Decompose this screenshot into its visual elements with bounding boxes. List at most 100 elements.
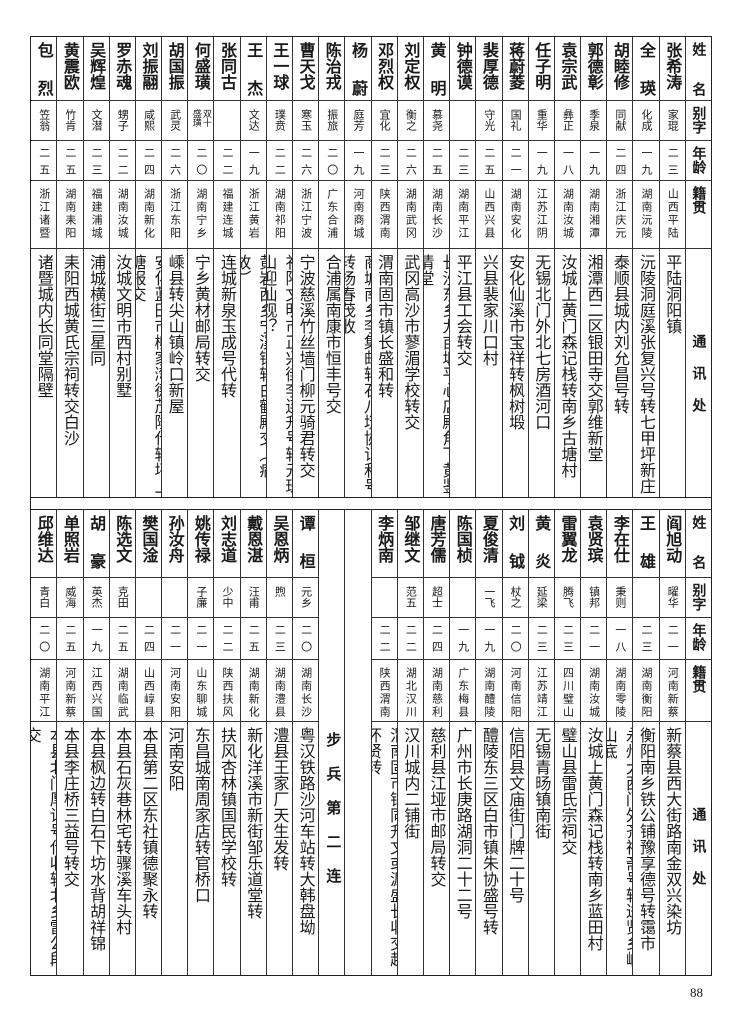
entry-name-cell: 唐芳儒: [423, 510, 450, 578]
entry-name: 曹天戈: [296, 42, 316, 90]
entry-name-cell: 吴恩炳: [266, 510, 292, 578]
roster-entry: 姚传禄 子廉 二一 山东聊城 东昌城南周家店转官桥口: [187, 510, 214, 975]
entry-origin: 湖南衡阳: [640, 667, 654, 719]
entry-age: 二五: [116, 624, 130, 652]
entry-name-cell: 王一球: [266, 37, 292, 101]
entry-origin: 湖南长沙: [299, 667, 313, 719]
entry-age: 二〇: [509, 624, 523, 652]
entry-alias-cell: 威海: [57, 578, 83, 618]
entry-name: 黄明: [427, 42, 447, 96]
entry-origin-cell: 湖南武冈: [397, 181, 423, 249]
entry-origin-cell: 陕西渭南: [371, 181, 397, 249]
header-cell-alias: 别字: [685, 101, 711, 141]
roster-entry: 王杰 文达 一九 浙江黄岩 黄岩西乡宁溪镇转白鹤殿交（病故）: [239, 37, 266, 497]
entry-age-cell: 二五: [240, 618, 266, 660]
entry-origin: 湖南汝城: [587, 667, 601, 719]
unit-label: 步兵第二连: [324, 731, 343, 902]
entry-origin: 湖南祁阳: [273, 188, 287, 240]
header-cell-age: 年龄: [685, 618, 711, 660]
entry-name-cell: 王雄: [633, 510, 659, 578]
entry-origin-cell: 河南商城: [345, 181, 371, 249]
entry-age-cell: 一九: [345, 141, 371, 181]
entry-address-cell: 本县石灰巷林宅转骤溪车头村: [110, 722, 135, 975]
entry-age: 二二: [273, 147, 287, 175]
entry-name: 雷翼龙: [558, 515, 578, 563]
roster-entry: 刘振翮 咸熙 二四 湖南新化 安化蓝田市柳家湾德茂隆代转坪上塘报交: [134, 37, 162, 497]
entry-name-cell: 蒋蔚菱: [502, 37, 528, 101]
entry-alias: 同献: [613, 109, 627, 131]
entry-origin-cell: 江苏靖江: [528, 660, 554, 722]
entry-origin: 江苏江阴: [535, 188, 549, 240]
page-number: 88: [690, 985, 703, 1000]
entry-name: 王杰: [244, 42, 264, 96]
entry-alias-cell: 延梁: [528, 578, 554, 618]
entry-address: 河南安阳: [165, 727, 185, 791]
entry-alias-cell: 文潜: [83, 101, 109, 141]
entry-age: 二二: [221, 624, 235, 652]
entry-alias-cell: 秉则: [607, 578, 633, 618]
entry-age-cell: 二二: [397, 618, 423, 660]
entry-origin-cell: 湖南新化: [135, 181, 162, 249]
header-age: 年龄: [690, 623, 707, 651]
entry-name: 单照岩: [60, 515, 80, 563]
roster-entry: 任子明 重华 一九 江苏江阴 无锡北门外北七房酒河口: [527, 37, 554, 497]
roster-entry: 胡睦修 同献 二四 浙江庆元 泰顺县城内刘允昌号转: [606, 37, 633, 497]
header-cell-age: 年龄: [685, 141, 711, 181]
entry-alias: 范五: [404, 586, 418, 608]
entry-alias-cell: 一飞: [476, 578, 502, 618]
entry-origin: 陕西渭南: [378, 667, 392, 719]
entry-address: 诸暨城内长同堂隔壁: [34, 254, 54, 398]
entry-name-cell: 邹继文: [397, 510, 423, 578]
roster-entry: 裴厚德 守光 二五 山西兴县 兴县裴家川口村: [475, 37, 502, 497]
entry-name: 包烈: [34, 42, 54, 96]
entry-name: 孙汝舟: [165, 515, 185, 563]
entry-name: 何盛璜: [191, 42, 211, 90]
entry-name: 黄炎: [532, 515, 552, 569]
entry-alias-cell: 范五: [397, 578, 423, 618]
header-age: 年龄: [690, 146, 707, 174]
entry-address: 粤汉铁路沙河车站转大韩盘坳: [296, 727, 316, 935]
entry-alias-cell: 振旅: [319, 101, 345, 141]
entry-alias: 武灵: [168, 109, 182, 131]
entry-alias: 腾飞: [561, 586, 575, 608]
entry-age-cell: 二〇: [293, 618, 319, 660]
entry-age-cell: 二〇: [31, 618, 57, 660]
entry-address-cell: 本县枫边转白石下坊水背胡祥锦: [84, 722, 109, 975]
entry-address-cell: 诸暨城内长同堂隔壁: [31, 249, 56, 497]
entry-name-cell: 袁贤瑸: [581, 510, 607, 578]
entry-origin-cell: 广东梅县: [450, 660, 476, 722]
entry-alias-cell: 双十盛璜: [188, 101, 214, 141]
entry-age: 二〇: [37, 624, 51, 652]
entry-name-cell: 陈选文: [109, 510, 135, 578]
entry-origin: 河南新蔡: [63, 667, 77, 719]
entry-address: 商城南乡李集邮转石八垯协记和号转杨春茂收: [345, 254, 371, 494]
header-alias: 别字: [690, 583, 707, 611]
roster-entry: 夏俊清 一飞 一九 湖南醴陵 醴陵东三区白市镇朱协盛号转: [475, 510, 502, 975]
entry-origin: 湖南长沙: [430, 188, 444, 240]
entry-age-cell: 二〇: [319, 141, 345, 181]
entry-address-cell: 新蔡县西大街路南金双兴染坊: [660, 722, 685, 975]
entry-alias-cell: 慕尧: [423, 101, 450, 141]
entry-address: 宁乡黄材邮局转交: [191, 254, 211, 382]
roster-entry: 王一球 璞贲 二二 湖南祁阳 祁阳文明市正兴街李连升号转元珠山迎仙观？: [265, 37, 292, 497]
entry-alias-cell: 同献: [607, 101, 633, 141]
entry-age-cell: 二五: [57, 141, 83, 181]
entry-age-cell: 二四: [135, 141, 162, 181]
entry-alias-cell: 青白: [31, 578, 57, 618]
entry-origin-cell: 山西兴县: [476, 181, 502, 249]
entry-name-cell: 任子明: [528, 37, 554, 101]
header-address: 通讯处: [690, 334, 707, 430]
roster-entry: 胡豪 英杰 一九 江西兴国 本县枫边转白石下坊水背胡祥锦: [82, 510, 109, 975]
roster-entry: 吴辉煌 文潜 二三 福建浦城 浦城横街三星同: [82, 37, 109, 497]
entry-address: 耒阳西城黄氏宗祠转交白沙: [60, 254, 80, 446]
entry-alias: 家琨: [666, 109, 680, 131]
entry-age: 二五: [37, 147, 51, 175]
entry-age-cell: 二五: [109, 618, 135, 660]
entry-address-cell: 璧山县雷氏宗祠交: [555, 722, 580, 975]
entry-address-cell: 平江县工会转交: [450, 249, 475, 497]
entry-alias-cell: 笠翁: [31, 101, 57, 141]
entry-age-cell: 一九: [528, 141, 554, 181]
entry-name: 樊国淦: [139, 515, 159, 563]
entry-address: 宁波慈溪竹丝墙门柳元骑君转交: [296, 254, 316, 478]
entry-age: 二一: [666, 624, 680, 652]
